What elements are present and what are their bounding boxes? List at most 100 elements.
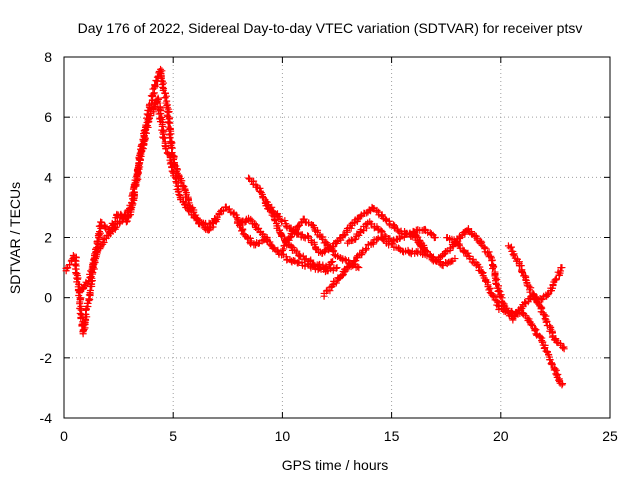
data-point: [271, 217, 279, 225]
x-axis-label: GPS time / hours: [282, 457, 389, 473]
data-point: [193, 215, 201, 223]
data-point: [418, 242, 426, 250]
data-point: [251, 220, 259, 228]
data-point: [278, 217, 286, 225]
data-point: [518, 268, 526, 276]
data-point: [362, 224, 370, 232]
data-point: [555, 376, 563, 384]
x-tick-label: 0: [60, 428, 68, 444]
data-point: [99, 235, 107, 243]
data-point: [354, 263, 362, 271]
data-point: [241, 218, 249, 226]
data-point: [120, 211, 128, 219]
x-tick-label: 15: [384, 428, 400, 444]
data-point: [451, 255, 459, 263]
data-point: [161, 94, 169, 102]
data-point: [80, 283, 88, 291]
data-point: [310, 261, 318, 269]
data-point: [528, 320, 536, 328]
data-point: [358, 250, 366, 258]
data-point: [538, 337, 546, 345]
data-point: [76, 309, 84, 317]
data-point: [510, 313, 518, 321]
data-point: [495, 287, 503, 295]
y-tick-label: -2: [40, 350, 53, 366]
series-sat-a: [62, 65, 271, 338]
series-sat-e: [234, 214, 341, 276]
data-point: [504, 309, 512, 317]
data-point: [150, 104, 158, 112]
data-point: [427, 230, 435, 238]
data-point: [476, 263, 484, 271]
data-point: [165, 108, 173, 116]
data-point: [548, 360, 556, 368]
data-point: [134, 164, 142, 172]
data-point: [100, 238, 108, 246]
y-tick-label: 0: [44, 290, 52, 306]
data-point: [497, 291, 505, 299]
data-point: [367, 220, 375, 228]
series-sat-h: [344, 218, 439, 247]
data-point: [160, 134, 168, 142]
data-point: [442, 248, 450, 256]
data-point: [333, 264, 341, 272]
data-point: [549, 282, 557, 290]
y-axis-label: SDTVAR / TECUs: [7, 182, 23, 294]
data-point: [239, 226, 247, 234]
series-sat-j: [443, 234, 567, 389]
data-point: [247, 215, 255, 223]
data-point: [211, 216, 219, 224]
data-point: [558, 381, 566, 389]
data-point: [542, 318, 550, 326]
data-point: [554, 370, 562, 378]
x-tick-labels: 0 5 10 15 20 25: [60, 428, 618, 444]
data-point: [338, 272, 346, 280]
data-point: [275, 212, 283, 220]
data-point: [270, 244, 278, 252]
data-point: [348, 260, 356, 268]
y-tick-label: -4: [40, 410, 53, 426]
y-tick-label: 2: [44, 230, 52, 246]
data-point: [330, 251, 338, 259]
data-point: [341, 255, 349, 263]
data-point: [90, 256, 98, 264]
data-points: [62, 65, 568, 389]
data-point: [225, 205, 233, 213]
data-point: [166, 160, 174, 168]
data-point: [172, 178, 180, 186]
series-sat-d: [261, 199, 428, 257]
data-point: [395, 245, 403, 253]
data-point: [332, 279, 340, 287]
data-point: [494, 301, 502, 309]
series-sat-c: [245, 174, 337, 272]
data-point: [268, 203, 276, 211]
series-sat-b: [75, 94, 221, 297]
data-point: [551, 365, 559, 373]
data-point: [316, 264, 324, 272]
x-tick-label: 5: [169, 428, 177, 444]
data-point: [431, 234, 439, 241]
data-point: [532, 330, 540, 338]
data-point: [320, 247, 328, 255]
data-point: [355, 264, 363, 272]
data-point: [93, 238, 101, 246]
series-sat-k: [504, 242, 566, 305]
chart-title: Day 176 of 2022, Sidereal Day-to-day VTE…: [78, 20, 583, 36]
data-point: [526, 288, 534, 296]
y-tick-label: 8: [44, 49, 52, 65]
data-point: [531, 327, 539, 335]
data-point: [167, 130, 175, 138]
data-point: [347, 224, 355, 232]
y-tick-label: 6: [44, 109, 52, 125]
x-tick-label: 10: [275, 428, 291, 444]
data-point: [196, 220, 204, 228]
data-point: [142, 123, 150, 131]
data-point: [489, 265, 497, 273]
data-point: [342, 267, 350, 275]
data-point: [381, 215, 389, 223]
grid-lines: [64, 57, 610, 418]
data-point: [454, 240, 462, 248]
data-point: [300, 233, 308, 241]
data-point: [536, 333, 544, 341]
